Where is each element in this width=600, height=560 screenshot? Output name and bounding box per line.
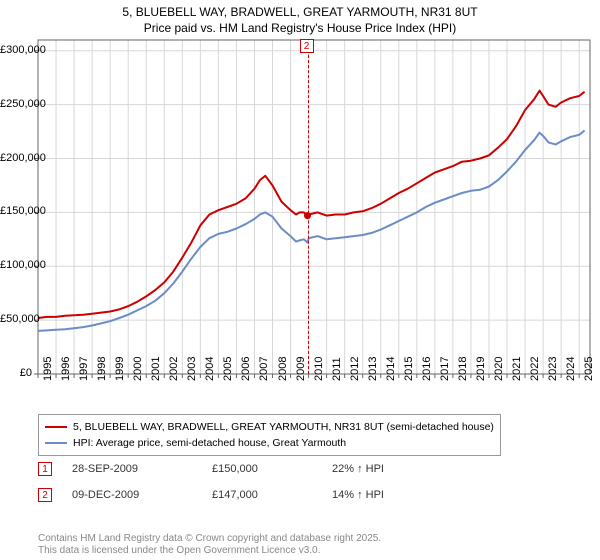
x-axis-label: 2006 xyxy=(240,357,252,381)
sale-delta: 22% ↑ HPI xyxy=(332,463,384,475)
sale-price: £150,000 xyxy=(212,463,332,475)
sale-date: 28-SEP-2009 xyxy=(72,463,212,475)
x-axis-label: 2021 xyxy=(511,357,523,381)
x-axis-label: 2008 xyxy=(277,357,289,381)
y-axis-label: £250,000 xyxy=(0,98,32,110)
legend-swatch xyxy=(45,426,67,428)
attribution-line-1: Contains HM Land Registry data © Crown c… xyxy=(38,533,381,544)
x-axis-label: 2014 xyxy=(385,357,397,381)
x-axis-label: 2009 xyxy=(295,357,307,381)
x-axis-label: 2001 xyxy=(150,357,162,381)
x-axis-label: 2003 xyxy=(186,357,198,381)
x-axis-label: 1995 xyxy=(42,357,54,381)
x-axis-label: 2010 xyxy=(313,357,325,381)
x-axis-label: 2002 xyxy=(168,357,180,381)
x-axis-label: 1999 xyxy=(114,357,126,381)
y-axis-label: £150,000 xyxy=(0,205,32,217)
x-axis-label: 1996 xyxy=(60,357,72,381)
y-axis-label: £200,000 xyxy=(0,152,32,164)
legend-item: 5, BLUEBELL WAY, BRADWELL, GREAT YARMOUT… xyxy=(45,419,494,435)
x-axis-label: 2018 xyxy=(457,357,469,381)
x-axis-label: 2019 xyxy=(475,357,487,381)
sale-price: £147,000 xyxy=(212,489,332,501)
x-axis-label: 2025 xyxy=(583,357,595,381)
x-axis-label: 1998 xyxy=(96,357,108,381)
x-axis-label: 2020 xyxy=(493,357,505,381)
chart-container: 5, BLUEBELL WAY, BRADWELL, GREAT YARMOUT… xyxy=(0,0,600,560)
y-axis-label: £300,000 xyxy=(0,44,32,56)
attribution-line-2: This data is licensed under the Open Gov… xyxy=(38,545,320,556)
x-axis-label: 2024 xyxy=(565,357,577,381)
sale-row: 1 28-SEP-2009£150,00022% ↑ HPI xyxy=(38,462,384,476)
legend-label: HPI: Average price, semi-detached house,… xyxy=(73,437,346,449)
x-axis-label: 2007 xyxy=(258,357,270,381)
x-axis-label: 2011 xyxy=(331,357,343,381)
x-axis-label: 2023 xyxy=(547,357,559,381)
legend: 5, BLUEBELL WAY, BRADWELL, GREAT YARMOUT… xyxy=(38,414,501,456)
sale-date: 09-DEC-2009 xyxy=(72,489,212,501)
x-axis-label: 2015 xyxy=(403,357,415,381)
x-axis-label: 2022 xyxy=(529,357,541,381)
x-axis-label: 2005 xyxy=(222,357,234,381)
x-axis-label: 2000 xyxy=(132,357,144,381)
sale-delta: 14% ↑ HPI xyxy=(332,489,384,501)
sale-row: 2 09-DEC-2009£147,00014% ↑ HPI xyxy=(38,488,384,502)
legend-item: HPI: Average price, semi-detached house,… xyxy=(45,435,494,451)
x-axis-label: 2013 xyxy=(367,357,379,381)
x-axis-label: 2004 xyxy=(204,357,216,381)
x-axis-label: 2016 xyxy=(421,357,433,381)
y-axis-label: £100,000 xyxy=(0,259,32,271)
legend-label: 5, BLUEBELL WAY, BRADWELL, GREAT YARMOUT… xyxy=(73,421,494,433)
x-axis-label: 1997 xyxy=(78,357,90,381)
sale-row-marker: 1 xyxy=(38,462,52,476)
sale-marker-box: 2 xyxy=(300,39,314,53)
x-axis-label: 2017 xyxy=(439,357,451,381)
x-axis-label: 2012 xyxy=(349,357,361,381)
legend-swatch xyxy=(45,442,67,444)
y-axis-label: £50,000 xyxy=(0,313,32,325)
y-axis-label: £0 xyxy=(0,367,32,379)
sale-marker-line xyxy=(308,40,309,374)
sale-row-marker: 2 xyxy=(38,488,52,502)
